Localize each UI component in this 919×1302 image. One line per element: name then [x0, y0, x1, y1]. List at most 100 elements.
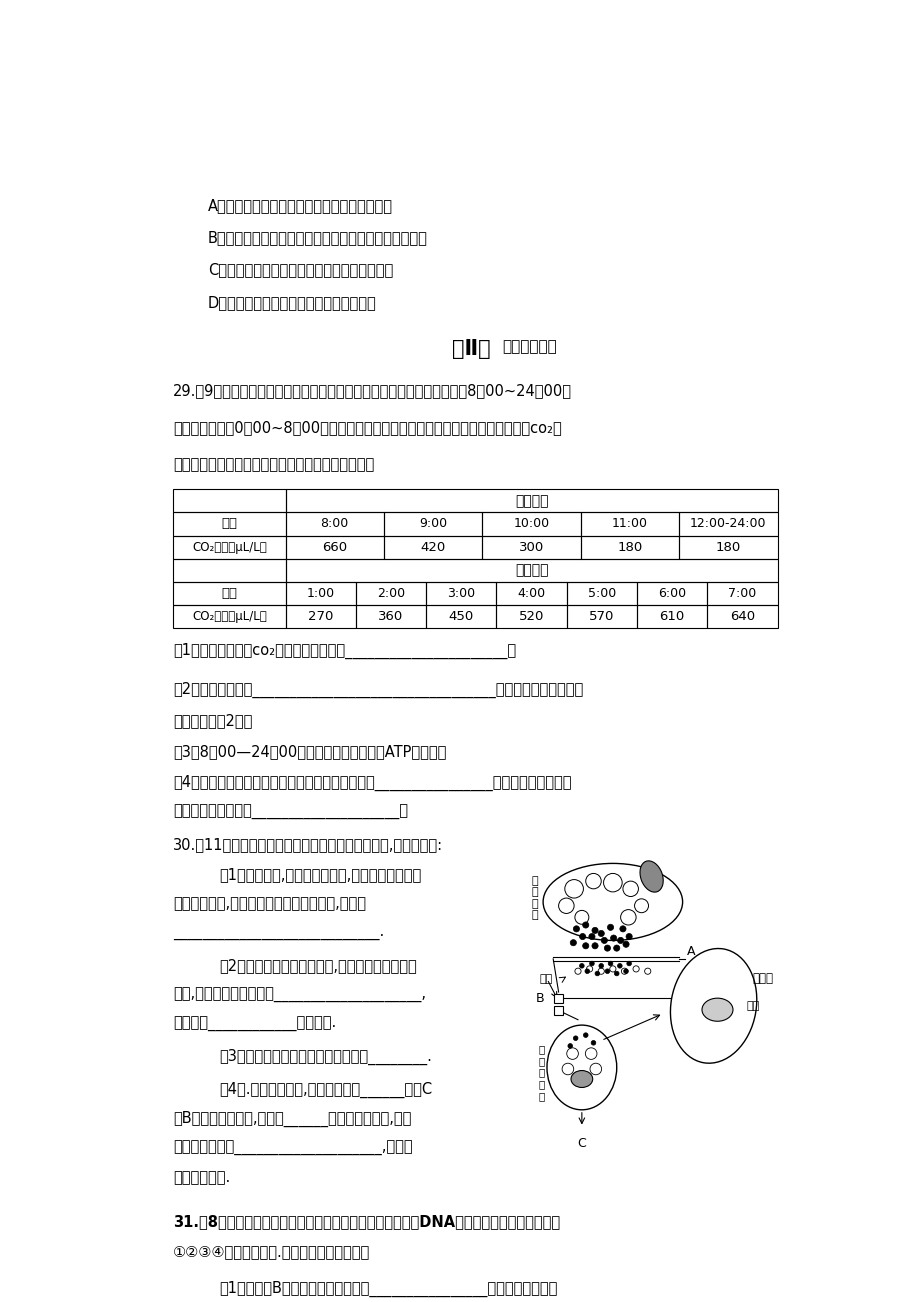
Bar	[285, 490, 777, 513]
Text: 300: 300	[518, 540, 544, 553]
Circle shape	[574, 910, 588, 924]
Circle shape	[614, 971, 618, 975]
Circle shape	[603, 874, 621, 892]
Text: 3:00: 3:00	[447, 587, 475, 600]
Circle shape	[634, 898, 648, 913]
Text: 黑暗阶段: 黑暗阶段	[515, 564, 548, 577]
Circle shape	[623, 969, 628, 974]
Bar	[425, 605, 496, 628]
Circle shape	[620, 910, 635, 924]
Circle shape	[605, 969, 609, 974]
Bar	[566, 605, 636, 628]
Text: （2）可以通过测定_________________________________来测定植物的净光合速: （2）可以通过测定_______________________________…	[173, 682, 583, 698]
Circle shape	[604, 945, 610, 952]
Text: 520: 520	[518, 609, 544, 622]
Text: 第Ⅱ卷: 第Ⅱ卷	[452, 339, 490, 359]
Circle shape	[597, 931, 604, 936]
Text: 450: 450	[448, 609, 473, 622]
Text: 11:00: 11:00	[611, 517, 647, 530]
Circle shape	[583, 1032, 587, 1038]
Text: 30.（11分）如图示人体内环境稳态调节的相关机理,请据图回答:: 30.（11分）如图示人体内环境稳态调节的相关机理,请据图回答:	[173, 837, 443, 853]
Text: 360: 360	[378, 609, 403, 622]
Text: （1）胰岛素B细胞中能发生的过程是________________。（用序号表示）: （1）胰岛素B细胞中能发生的过程是________________。（用序号表示…	[220, 1281, 558, 1297]
Text: 甲细胞: 甲细胞	[752, 973, 773, 986]
Circle shape	[620, 969, 627, 974]
Bar	[482, 513, 580, 535]
Text: 420: 420	[420, 540, 446, 553]
Text: 甲
状
腺
细
胞: 甲 状 腺 细 胞	[538, 1044, 544, 1100]
Text: 度的变化，结果如下表所示，请分析回答下列问题。: 度的变化，结果如下表所示，请分析回答下列问题。	[173, 457, 374, 473]
Circle shape	[570, 940, 576, 945]
Circle shape	[617, 937, 623, 944]
Text: 570: 570	[588, 609, 614, 622]
Circle shape	[591, 927, 597, 934]
Circle shape	[613, 945, 619, 952]
Circle shape	[591, 943, 597, 949]
Circle shape	[597, 969, 604, 974]
Text: （非选择题）: （非选择题）	[502, 339, 556, 354]
Bar	[173, 535, 285, 559]
Circle shape	[558, 898, 573, 914]
Circle shape	[566, 1048, 578, 1060]
Circle shape	[595, 971, 599, 975]
Bar	[482, 535, 580, 559]
Circle shape	[579, 963, 584, 969]
Circle shape	[574, 969, 581, 974]
Bar	[636, 605, 707, 628]
Bar	[553, 1006, 562, 1016]
Text: 10:00: 10:00	[513, 517, 549, 530]
Circle shape	[585, 874, 601, 889]
Text: 维持正常水平.: 维持正常水平.	[173, 1170, 230, 1185]
Text: 610: 610	[659, 609, 684, 622]
Ellipse shape	[542, 863, 682, 940]
Circle shape	[588, 934, 595, 940]
Bar	[707, 582, 777, 605]
Text: （1）由图可知,对甲细胞的调节,既可通过神经递质: （1）由图可知,对甲细胞的调节,既可通过神经递质	[220, 867, 422, 881]
Circle shape	[607, 924, 613, 931]
Text: 4:00: 4:00	[516, 587, 545, 600]
Text: 660: 660	[322, 540, 346, 553]
Circle shape	[579, 934, 585, 940]
Bar	[285, 559, 777, 582]
Text: B: B	[536, 992, 544, 1005]
Text: D．十字花科植物和菜粉蝶发生了共同进化: D．十字花科植物和菜粉蝶发生了共同进化	[208, 294, 377, 310]
Text: 率（至少答出2点）: 率（至少答出2点）	[173, 713, 252, 728]
Text: 多时,甲细胞分泌的物质会____________________,: 多时,甲细胞分泌的物质会____________________,	[173, 988, 425, 1003]
Text: 或B）端血糖浓度高,原因是______（填激素）增加,它作: 或B）端血糖浓度高,原因是______（填激素）增加,它作	[173, 1111, 411, 1128]
Text: （3）8：00—24：00时间段幼苗细胞内产生ATP的场所是: （3）8：00—24：00时间段幼苗细胞内产生ATP的场所是	[173, 743, 446, 759]
Circle shape	[622, 941, 629, 948]
Bar	[566, 582, 636, 605]
Ellipse shape	[547, 1025, 616, 1109]
Circle shape	[582, 922, 588, 928]
Text: 轴
突
末
梢: 轴 突 末 梢	[531, 876, 538, 921]
Circle shape	[601, 937, 607, 944]
Circle shape	[607, 961, 612, 966]
Text: 7:00: 7:00	[728, 587, 755, 600]
Circle shape	[562, 1064, 573, 1074]
Bar	[173, 605, 285, 628]
Bar	[425, 582, 496, 605]
Circle shape	[589, 1064, 601, 1074]
Circle shape	[632, 966, 639, 973]
Text: 受体: 受体	[539, 974, 552, 984]
Bar	[383, 535, 482, 559]
Bar	[636, 582, 707, 605]
Circle shape	[622, 881, 638, 897]
Text: 这是一种____________调节机制.: 这是一种____________调节机制.	[173, 1017, 336, 1032]
Circle shape	[586, 966, 592, 973]
Circle shape	[584, 969, 589, 974]
Text: 光照培养阶段，0：00~8：00为黑暗培养阶段，其他条件适宜。测量一天内恒温箱中co₂浓: 光照培养阶段，0：00~8：00为黑暗培养阶段，其他条件适宜。测量一天内恒温箱中…	[173, 421, 562, 435]
Text: （4）.若甲为肝细胞,饥饿时图示中______（填C: （4）.若甲为肝细胞,饥饿时图示中______（填C	[220, 1082, 432, 1098]
Circle shape	[625, 934, 631, 940]
Text: CO₂浓度（μL/L）: CO₂浓度（μL/L）	[192, 540, 267, 553]
Circle shape	[591, 1040, 596, 1046]
Text: C．芥子油苷可能会吸引菜青虫的天敌前来捕食: C．芥子油苷可能会吸引菜青虫的天敌前来捕食	[208, 263, 392, 277]
Bar	[285, 513, 383, 535]
Text: 受体: 受体	[746, 1001, 759, 1010]
Text: 640: 640	[729, 609, 754, 622]
Bar	[707, 605, 777, 628]
Text: 5:00: 5:00	[587, 587, 616, 600]
Circle shape	[582, 943, 588, 949]
Text: ____________________________.: ____________________________.	[173, 926, 384, 941]
Text: （1）光照培养阶段co₂浓度下降的原因是______________________。: （1）光照培养阶段co₂浓度下降的原因是____________________…	[173, 643, 516, 659]
